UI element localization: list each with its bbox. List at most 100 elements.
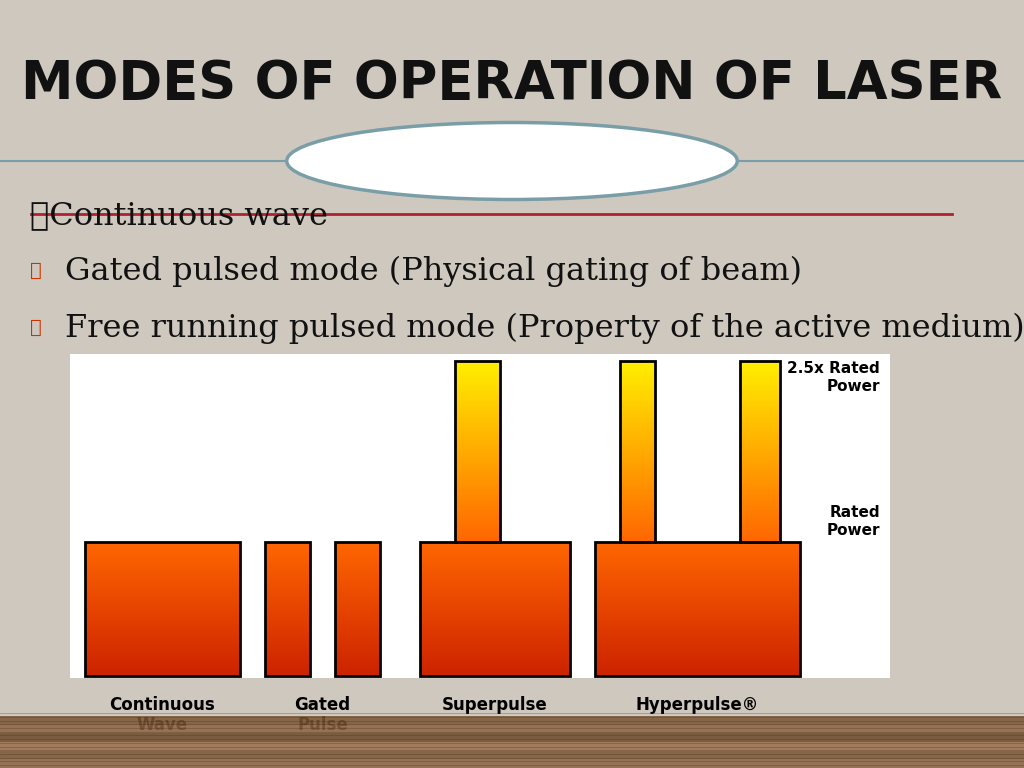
Bar <box>85 654 240 655</box>
Bar <box>455 441 500 442</box>
Bar <box>740 376 780 377</box>
Bar <box>740 372 780 373</box>
Bar <box>265 670 310 671</box>
Bar <box>265 564 310 565</box>
Bar <box>265 624 310 625</box>
Bar <box>455 541 500 542</box>
Bar <box>265 609 310 610</box>
Bar <box>85 652 240 653</box>
Bar <box>335 646 380 647</box>
Bar <box>85 663 240 664</box>
Bar <box>420 544 570 545</box>
Bar <box>620 425 655 426</box>
Bar <box>265 590 310 591</box>
Bar <box>335 554 380 555</box>
Bar <box>455 451 500 452</box>
Bar <box>265 639 310 640</box>
Bar <box>595 633 800 634</box>
Bar <box>455 492 500 493</box>
Bar <box>595 610 800 611</box>
Bar <box>85 627 240 628</box>
Bar <box>335 603 380 604</box>
Bar <box>265 586 310 587</box>
Bar <box>740 452 780 453</box>
Bar <box>455 496 500 498</box>
Bar <box>740 420 780 422</box>
Bar <box>420 672 570 673</box>
Bar <box>85 630 240 631</box>
Bar <box>455 505 500 506</box>
Bar <box>335 663 380 664</box>
Bar <box>335 628 380 629</box>
Bar <box>740 412 780 413</box>
Bar <box>455 517 500 518</box>
Bar <box>85 664 240 666</box>
Bar <box>335 655 380 656</box>
Bar <box>265 594 310 595</box>
Bar <box>265 608 310 609</box>
Bar <box>85 581 240 582</box>
Bar <box>740 494 780 495</box>
Bar <box>455 471 500 472</box>
Bar <box>620 411 655 412</box>
Bar <box>740 422 780 423</box>
Bar <box>265 570 310 571</box>
Bar <box>265 661 310 662</box>
Bar <box>455 488 500 489</box>
Bar <box>335 595 380 596</box>
Bar <box>265 596 310 597</box>
Bar <box>335 604 380 606</box>
Bar <box>595 670 800 671</box>
Bar <box>85 662 240 663</box>
Bar <box>595 606 800 607</box>
Bar <box>455 535 500 536</box>
Bar <box>455 485 500 487</box>
Bar <box>265 621 310 622</box>
Bar <box>265 638 310 639</box>
Bar <box>740 425 780 426</box>
Bar <box>455 395 500 396</box>
Bar <box>740 378 780 379</box>
Bar <box>620 473 655 475</box>
Bar <box>265 675 310 677</box>
Bar <box>85 675 240 677</box>
Bar <box>420 564 570 565</box>
Bar <box>620 508 655 510</box>
Bar <box>335 615 380 617</box>
Bar <box>455 536 500 538</box>
Bar <box>335 563 380 564</box>
Bar <box>265 587 310 588</box>
Bar <box>740 441 780 442</box>
Bar <box>85 642 240 644</box>
Bar <box>620 475 655 476</box>
Bar <box>740 459 780 460</box>
Bar <box>455 373 500 375</box>
Bar <box>265 545 310 546</box>
Bar <box>335 571 380 572</box>
Bar <box>85 669 240 670</box>
Bar <box>335 634 380 635</box>
Bar <box>265 641 310 642</box>
Bar <box>740 528 780 529</box>
Bar <box>595 581 800 582</box>
Bar <box>85 656 240 657</box>
Bar <box>595 649 800 650</box>
Bar <box>455 466 500 468</box>
Bar <box>620 494 655 495</box>
Bar <box>455 424 500 425</box>
Bar <box>740 540 780 541</box>
Bar <box>85 624 240 625</box>
Bar <box>265 657 310 658</box>
Bar <box>455 436 500 437</box>
Bar <box>740 532 780 534</box>
Bar <box>85 575 240 576</box>
Bar <box>455 376 500 377</box>
Bar <box>620 456 655 458</box>
Bar <box>335 579 380 580</box>
Bar <box>620 383 655 384</box>
Bar <box>265 627 310 628</box>
Bar <box>620 507 655 508</box>
Bar <box>335 671 380 672</box>
Bar <box>620 406 655 407</box>
Bar <box>620 423 655 424</box>
